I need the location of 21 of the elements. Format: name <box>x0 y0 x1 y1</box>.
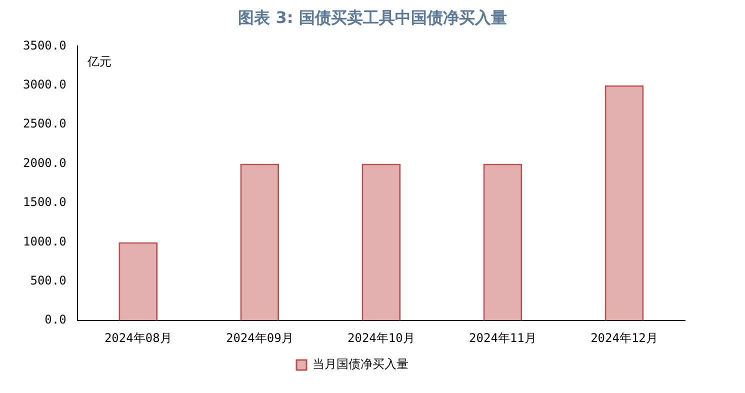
legend-label: 当月国债净买入量 <box>312 357 408 372</box>
y-tick-label: 3500.0 <box>22 38 66 52</box>
x-tick-label: 2024年12月 <box>590 330 658 345</box>
bar <box>483 164 522 321</box>
x-tick-label: 2024年09月 <box>226 330 294 345</box>
x-tick-label: 2024年10月 <box>347 330 415 345</box>
y-tick-label: 500.0 <box>30 274 66 288</box>
bar <box>118 242 158 321</box>
x-tick-label: 2024年08月 <box>104 330 172 345</box>
bar <box>604 85 644 321</box>
y-axis-title: 亿元 <box>86 54 112 68</box>
y-tick-label: 2000.0 <box>22 156 66 170</box>
bar <box>240 164 280 321</box>
y-tick-label: 3000.0 <box>22 78 66 92</box>
x-tick-label: 2024年11月 <box>469 330 536 345</box>
y-tick-label: 0.0 <box>44 312 66 327</box>
y-tick-label: 2500.0 <box>22 116 66 131</box>
chart-title: 图表 3: 国债买卖工具中国债净买入量 <box>237 8 508 29</box>
bar <box>362 164 401 321</box>
y-tick-label: 1500.0 <box>22 195 66 210</box>
y-tick-label: 1000.0 <box>22 234 66 248</box>
